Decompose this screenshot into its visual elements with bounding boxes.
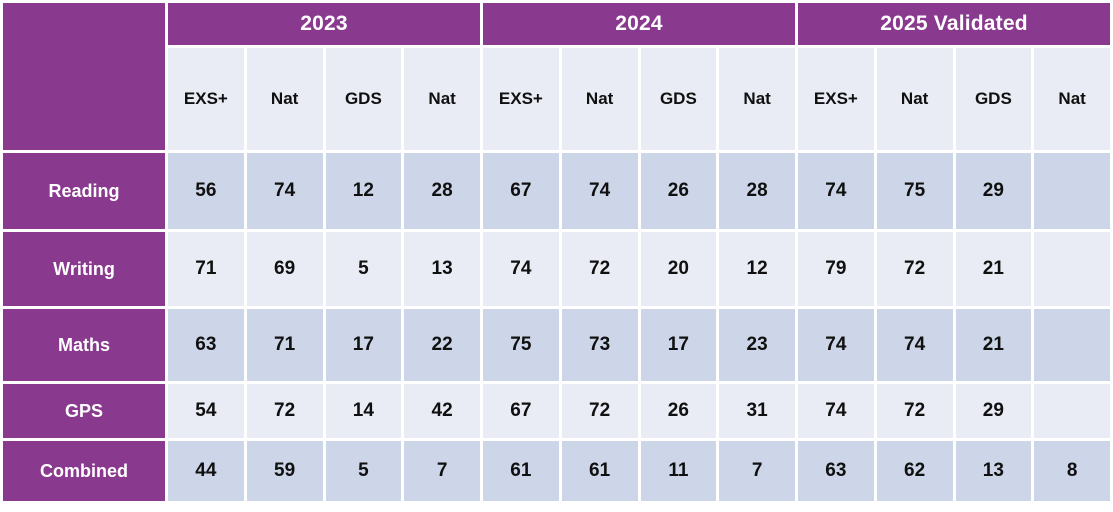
year-header-2025-validated: 2025 Validated — [798, 3, 1110, 45]
data-cell: 5 — [325, 232, 402, 306]
data-cell: 7 — [404, 441, 480, 501]
data-cell: 13 — [404, 232, 480, 306]
data-cell: 67 — [483, 153, 559, 229]
row-label: Maths — [3, 309, 165, 381]
data-cell: 29 — [955, 384, 1032, 438]
data-cell: 12 — [719, 232, 795, 306]
data-cell: 74 — [798, 309, 874, 381]
data-cell: 29 — [955, 153, 1032, 229]
measure-header: Nat — [719, 48, 795, 150]
measure-header: Nat — [246, 48, 323, 150]
data-cell: 75 — [483, 309, 559, 381]
data-cell: 12 — [325, 153, 402, 229]
data-cell-empty — [1034, 384, 1110, 438]
measure-header: EXS+ — [798, 48, 874, 150]
data-cell: 72 — [876, 384, 953, 438]
data-cell: 20 — [640, 232, 717, 306]
measure-header: GDS — [955, 48, 1032, 150]
data-cell: 26 — [640, 153, 717, 229]
data-cell: 26 — [640, 384, 717, 438]
data-cell: 74 — [798, 384, 874, 438]
data-cell: 17 — [325, 309, 402, 381]
data-cell: 71 — [168, 232, 244, 306]
data-cell: 54 — [168, 384, 244, 438]
data-cell: 56 — [168, 153, 244, 229]
data-cell: 8 — [1034, 441, 1110, 501]
measure-header-row: EXS+ Nat GDS Nat EXS+ Nat GDS Nat EXS+ N… — [3, 48, 1110, 150]
year-header-2023: 2023 — [168, 3, 480, 45]
data-cell: 69 — [246, 232, 323, 306]
data-cell: 72 — [246, 384, 323, 438]
data-cell: 17 — [640, 309, 717, 381]
data-cell-empty — [1034, 153, 1110, 229]
year-header-2024: 2024 — [483, 3, 795, 45]
data-cell: 74 — [561, 153, 638, 229]
data-cell: 23 — [719, 309, 795, 381]
data-cell: 63 — [798, 441, 874, 501]
measure-header: GDS — [640, 48, 717, 150]
data-cell: 21 — [955, 309, 1032, 381]
data-cell: 72 — [561, 384, 638, 438]
data-cell: 13 — [955, 441, 1032, 501]
data-cell: 72 — [561, 232, 638, 306]
measure-header: Nat — [876, 48, 953, 150]
data-cell: 62 — [876, 441, 953, 501]
data-cell: 67 — [483, 384, 559, 438]
row-label: GPS — [3, 384, 165, 438]
data-cell-empty — [1034, 309, 1110, 381]
data-cell: 31 — [719, 384, 795, 438]
data-cell: 74 — [246, 153, 323, 229]
data-cell: 74 — [876, 309, 953, 381]
data-cell: 63 — [168, 309, 244, 381]
measure-header: EXS+ — [168, 48, 244, 150]
data-cell: 11 — [640, 441, 717, 501]
table-row-maths: Maths 63 71 17 22 75 73 17 23 74 74 21 — [3, 309, 1110, 381]
data-cell: 73 — [561, 309, 638, 381]
data-cell: 28 — [404, 153, 480, 229]
measure-header: Nat — [561, 48, 638, 150]
table-row-writing: Writing 71 69 5 13 74 72 20 12 79 72 21 — [3, 232, 1110, 306]
measure-header: GDS — [325, 48, 402, 150]
table-row-gps: GPS 54 72 14 42 67 72 26 31 74 72 29 — [3, 384, 1110, 438]
data-cell: 44 — [168, 441, 244, 501]
table-row-reading: Reading 56 74 12 28 67 74 26 28 74 75 29 — [3, 153, 1110, 229]
data-cell: 74 — [798, 153, 874, 229]
data-cell: 5 — [325, 441, 402, 501]
table-row-combined: Combined 44 59 5 7 61 61 11 7 63 62 13 8 — [3, 441, 1110, 501]
data-cell: 72 — [876, 232, 953, 306]
row-label: Combined — [3, 441, 165, 501]
data-cell: 14 — [325, 384, 402, 438]
data-cell: 59 — [246, 441, 323, 501]
row-label: Writing — [3, 232, 165, 306]
measure-header: EXS+ — [483, 48, 559, 150]
year-header-row: 2023 2024 2025 Validated — [3, 3, 1110, 150]
measure-header: Nat — [1034, 48, 1110, 150]
data-cell: 61 — [483, 441, 559, 501]
data-cell: 28 — [719, 153, 795, 229]
data-cell: 71 — [246, 309, 323, 381]
data-cell: 74 — [483, 232, 559, 306]
data-cell: 75 — [876, 153, 953, 229]
row-label: Reading — [3, 153, 165, 229]
data-cell: 22 — [404, 309, 480, 381]
data-cell-empty — [1034, 232, 1110, 306]
data-cell: 79 — [798, 232, 874, 306]
measure-header: Nat — [404, 48, 480, 150]
corner-cell — [3, 3, 165, 150]
data-cell: 7 — [719, 441, 795, 501]
data-cell: 21 — [955, 232, 1032, 306]
data-cell: 61 — [561, 441, 638, 501]
data-cell: 42 — [404, 384, 480, 438]
